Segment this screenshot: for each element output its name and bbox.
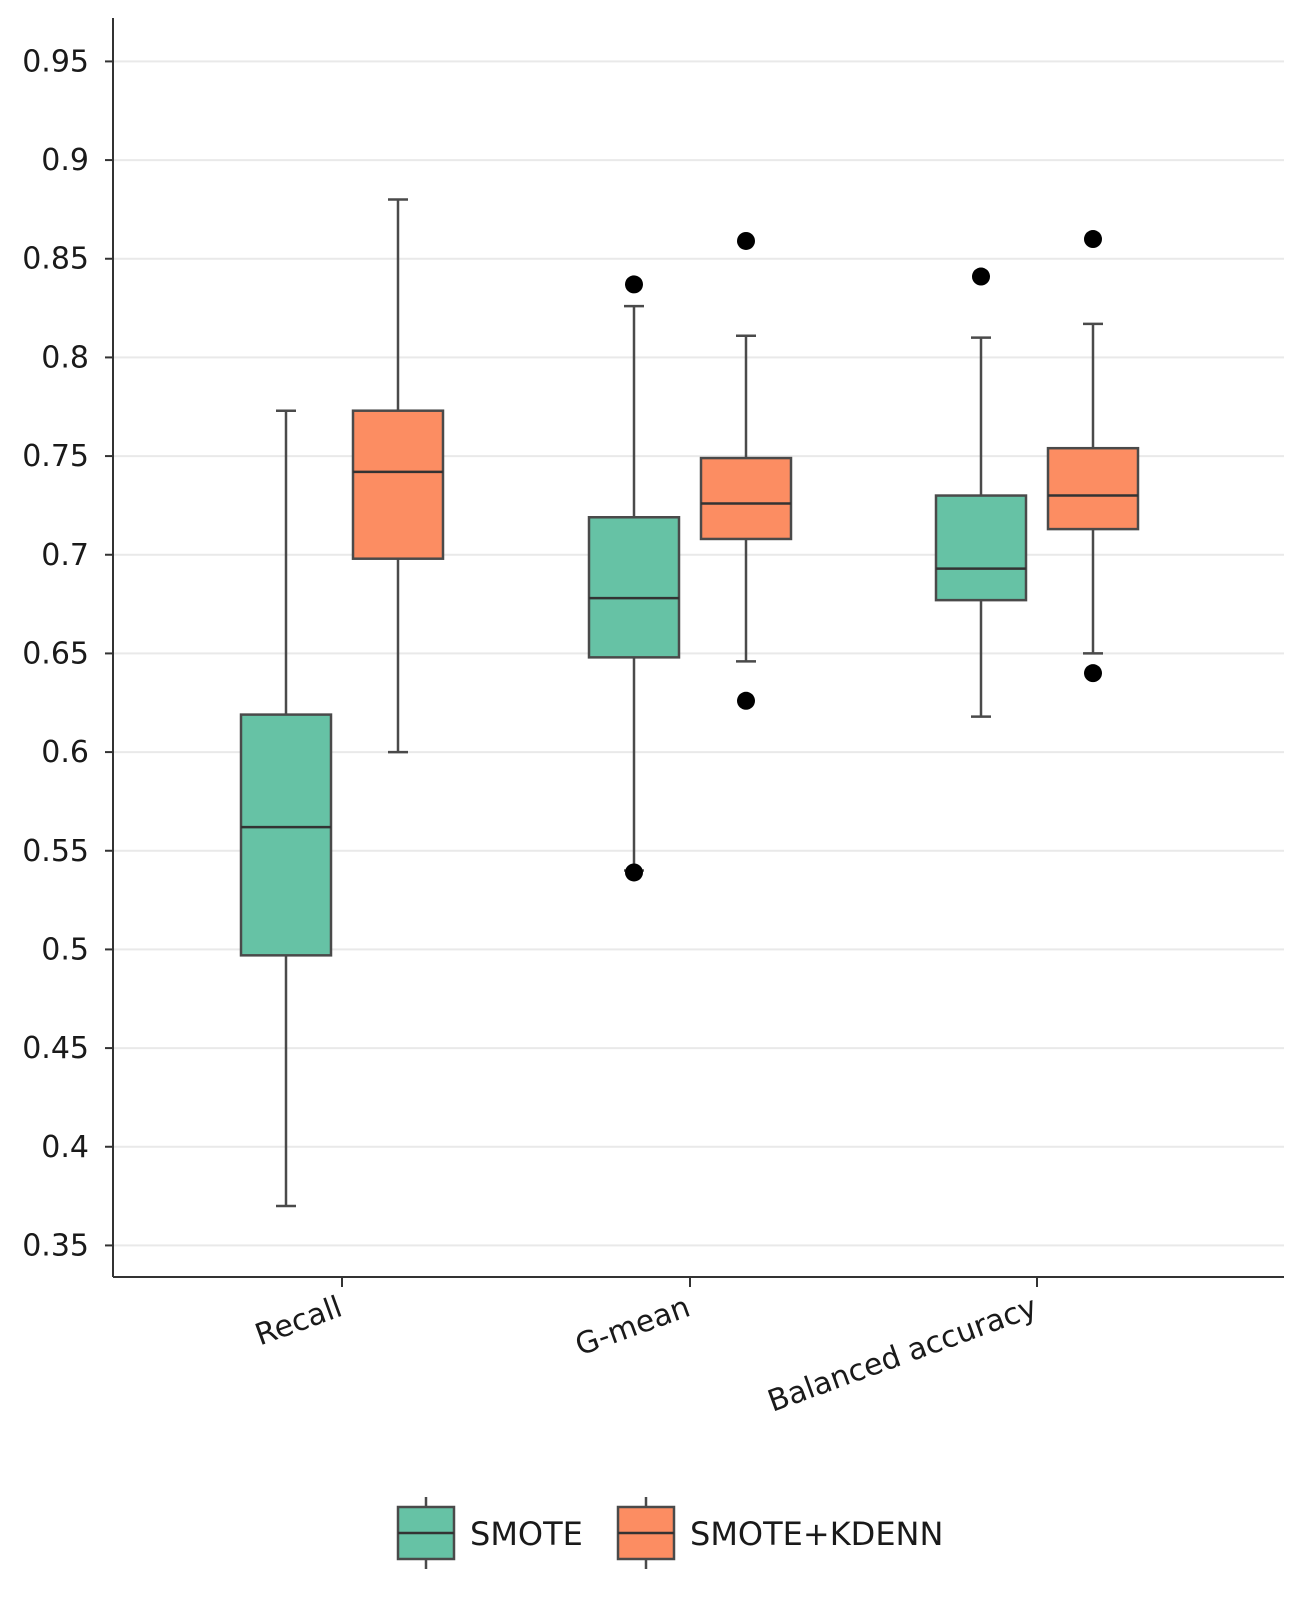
y-tick-label: 0.75 <box>22 439 89 474</box>
x-category-label: Balanced accuracy <box>763 1290 1041 1420</box>
iqr-box <box>934 494 1028 602</box>
box-recall <box>239 409 333 1208</box>
series-smote <box>239 267 1028 1208</box>
legend-label: SMOTE <box>470 1515 583 1553</box>
y-tick-label: 0.6 <box>41 735 89 770</box>
box-g-mean <box>587 275 681 882</box>
iqr-box <box>351 409 445 560</box>
x-axis-categories: Recall G-mean Balanced accuracy <box>251 1277 1042 1420</box>
x-category-label: G-mean <box>571 1290 695 1364</box>
y-tick-label: 0.8 <box>41 340 89 375</box>
y-tick-label: 0.4 <box>41 1130 89 1165</box>
y-tick-label: 0.35 <box>22 1228 89 1263</box>
outlier-point <box>737 691 755 710</box>
y-tick-label: 0.45 <box>22 1031 89 1066</box>
box-recall <box>351 198 445 754</box>
legend-label: SMOTE+KDENN <box>690 1515 943 1553</box>
y-tick-label: 0.85 <box>22 242 89 277</box>
x-category-label: Recall <box>251 1290 347 1354</box>
box-balanced-accuracy <box>1046 230 1140 683</box>
y-tick-label: 0.7 <box>41 538 89 573</box>
outlier-point <box>737 231 755 250</box>
box-series <box>239 198 1140 1208</box>
outlier-point <box>625 275 643 294</box>
series-smote-kdenn <box>351 198 1140 754</box>
y-axis-ticks: 0.35 0.4 0.45 0.5 0.55 0.6 0.65 0.7 0.75 0.8 0.85 0… <box>22 44 113 1263</box>
legend-item-smote-kdenn: SMOTE+KDENN <box>616 1497 943 1569</box>
box-balanced-accuracy <box>934 267 1028 718</box>
y-tick-label: 0.65 <box>22 636 89 671</box>
grid-lines <box>113 60 1284 1247</box>
y-tick-label: 0.55 <box>22 834 89 869</box>
outlier-point <box>625 863 643 882</box>
iqr-box <box>699 456 793 541</box>
iqr-box <box>239 713 333 957</box>
outlier-point <box>1084 664 1102 683</box>
iqr-box <box>1046 446 1140 531</box>
legend-item-smote: SMOTE <box>396 1497 583 1569</box>
y-tick-label: 0.9 <box>41 143 89 178</box>
axes <box>112 18 1284 1278</box>
y-tick-label: 0.95 <box>22 44 89 79</box>
y-tick-label: 0.5 <box>41 932 89 967</box>
outlier-point <box>1084 230 1102 249</box>
iqr-box <box>587 516 681 659</box>
outlier-point <box>972 267 990 286</box>
legend: SMOTE SMOTE+KDENN <box>396 1497 943 1569</box>
box-g-mean <box>699 231 793 710</box>
